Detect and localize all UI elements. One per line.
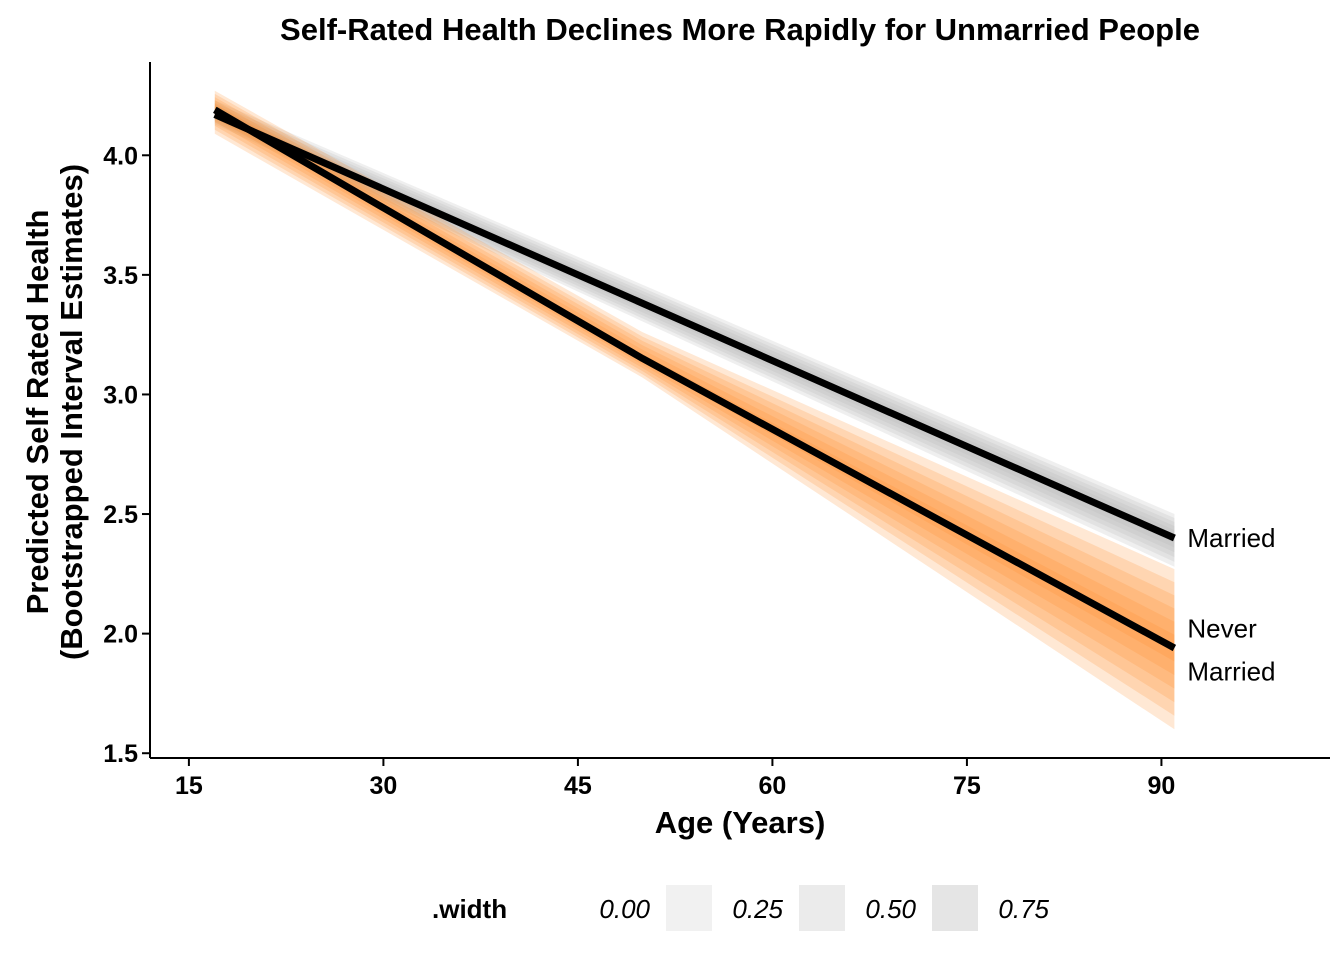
y-axis-title-line-2: (Bootstrapped Interval Estimates)	[54, 164, 89, 660]
y-axis-title-line-1: Predicted Self Rated Health	[20, 210, 55, 615]
x-axis-title: Age (Years)	[655, 805, 826, 840]
legend-label-2: 0.25	[732, 894, 783, 924]
x-tick-label: 75	[953, 772, 981, 800]
interval-bands	[214, 90, 1175, 730]
series-lines	[213, 106, 1177, 652]
y-tick-label: 2.5	[103, 501, 138, 529]
interval-band-1-layer-6	[214, 100, 1175, 567]
series-label-1-line-1: Married	[1187, 523, 1275, 553]
series-label-2-line-1: Never	[1187, 613, 1257, 643]
x-axis-ticks: 15 30 45 60 75 90	[175, 758, 1175, 800]
legend-label-1: 0.00	[599, 894, 650, 924]
x-tick-label: 60	[759, 772, 787, 800]
series-label-2-line-2: Married	[1187, 656, 1275, 686]
series-labels: Married Never Married	[1187, 523, 1275, 687]
legend-swatch-3	[799, 885, 845, 931]
y-tick-label: 3.0	[103, 381, 138, 409]
x-tick-label: 45	[564, 772, 592, 800]
legend-label-4: 0.75	[998, 894, 1049, 924]
y-tick-label: 3.5	[103, 262, 138, 290]
x-tick-label: 15	[175, 772, 203, 800]
y-tick-label: 2.0	[103, 621, 138, 649]
y-axis-ticks: 1.5 2.0 2.5 3.0 3.5 4.0	[103, 142, 150, 768]
chart-title: Self-Rated Health Declines More Rapidly …	[280, 12, 1200, 47]
legend-label-3: 0.50	[865, 894, 916, 924]
x-tick-label: 90	[1148, 772, 1176, 800]
legend: .width 0.00 0.25 0.50 0.75	[432, 885, 1050, 931]
legend-swatch-2	[666, 885, 712, 931]
series-line-1	[213, 111, 1176, 542]
y-tick-label: 1.5	[103, 740, 138, 768]
series-line-2	[213, 106, 1177, 652]
x-tick-label: 30	[370, 772, 398, 800]
legend-title: .width	[432, 894, 507, 924]
y-tick-label: 4.0	[103, 142, 138, 170]
interval-band-2-layer-6	[214, 90, 1175, 730]
legend-swatch-4	[932, 885, 978, 931]
